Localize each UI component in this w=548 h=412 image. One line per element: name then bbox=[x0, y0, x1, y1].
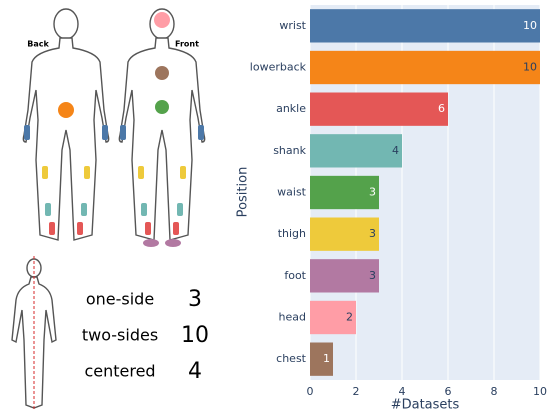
x-tick-label: 10 bbox=[533, 385, 547, 398]
x-tick-label: 4 bbox=[399, 385, 406, 398]
y-axis-title: Position bbox=[236, 167, 251, 218]
placement-label: one-side bbox=[86, 290, 154, 309]
bar bbox=[310, 51, 540, 84]
value-label: 3 bbox=[369, 269, 376, 282]
page: Back Front one-side3two-sides10centered4… bbox=[0, 0, 548, 412]
y-tick-label: chest bbox=[276, 352, 307, 365]
value-label: 3 bbox=[369, 227, 376, 240]
y-tick-label: thigh bbox=[278, 227, 306, 240]
y-tick-label: shank bbox=[273, 144, 306, 157]
placement-label: two-sides bbox=[82, 326, 158, 345]
placement-count: 10 bbox=[181, 323, 209, 348]
placement-count: 3 bbox=[188, 287, 202, 312]
x-tick-label: 8 bbox=[491, 385, 498, 398]
y-tick-label: wrist bbox=[279, 19, 306, 32]
value-label: 10 bbox=[523, 19, 537, 32]
placement-count: 4 bbox=[188, 359, 202, 384]
x-tick-label: 2 bbox=[353, 385, 360, 398]
body-side bbox=[12, 256, 56, 410]
placement-label: centered bbox=[84, 362, 155, 381]
value-label: 3 bbox=[369, 186, 376, 199]
x-axis-title: #Datasets bbox=[391, 398, 460, 412]
y-tick-label: waist bbox=[277, 186, 307, 199]
y-tick-label: head bbox=[279, 311, 306, 324]
y-tick-label: ankle bbox=[276, 102, 306, 115]
value-label: 4 bbox=[392, 144, 399, 157]
x-tick-label: 0 bbox=[307, 385, 314, 398]
back-label: Back bbox=[27, 40, 49, 49]
front-label: Front bbox=[175, 40, 199, 49]
bar bbox=[310, 134, 402, 167]
x-tick-label: 6 bbox=[445, 385, 452, 398]
y-tick-label: foot bbox=[284, 269, 306, 282]
value-label: 6 bbox=[438, 102, 445, 115]
bar bbox=[310, 9, 540, 42]
placement-table: one-side 3 two-sides 10 centered 4 bbox=[82, 287, 209, 384]
value-label: 1 bbox=[323, 352, 330, 365]
value-label: 10 bbox=[523, 61, 537, 74]
value-label: 2 bbox=[346, 311, 353, 324]
bar bbox=[310, 93, 448, 126]
y-tick-label: lowerback bbox=[250, 61, 307, 74]
